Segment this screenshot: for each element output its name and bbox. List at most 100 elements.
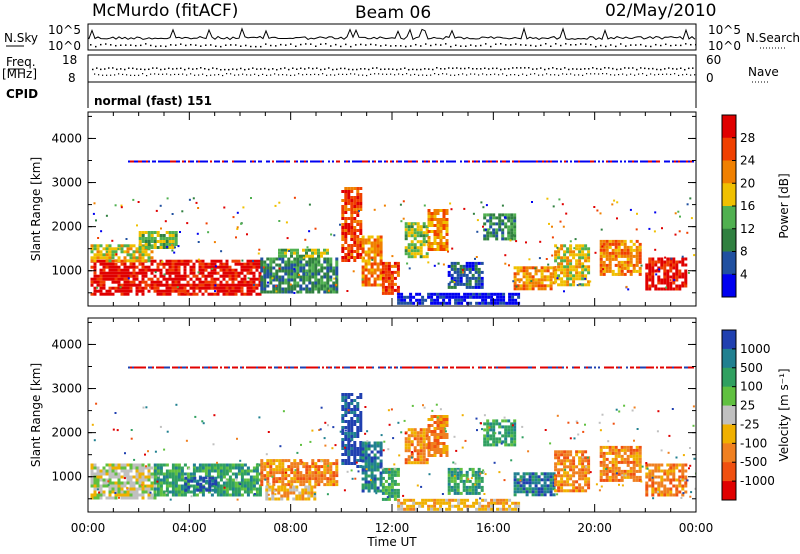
nave-dot bbox=[342, 73, 344, 75]
echo-cell bbox=[481, 292, 485, 296]
echo-cell bbox=[111, 253, 115, 257]
freq-dot bbox=[564, 67, 566, 69]
echo-cell bbox=[563, 244, 567, 248]
echo-cell bbox=[350, 190, 354, 193]
echo-cell bbox=[367, 483, 371, 487]
echo-cell bbox=[260, 260, 264, 264]
echo-cell bbox=[390, 264, 394, 268]
echo-cell bbox=[381, 485, 385, 489]
echo-cell bbox=[599, 469, 603, 473]
echo-cell bbox=[189, 259, 193, 263]
noise-cell bbox=[314, 227, 317, 230]
nsearch-dot bbox=[555, 43, 557, 45]
echo-cell bbox=[483, 216, 487, 220]
echo-cell bbox=[471, 467, 475, 471]
echo-cell bbox=[359, 241, 363, 244]
echo-cell bbox=[299, 474, 303, 478]
range-line-cell bbox=[316, 160, 318, 163]
range-line-cell bbox=[302, 160, 304, 163]
echo-cell bbox=[286, 497, 290, 501]
echo-cell bbox=[540, 278, 544, 282]
freq-dot bbox=[424, 68, 426, 70]
echo-cell bbox=[608, 254, 612, 258]
count-tick-bottom-left: 10^0 bbox=[48, 39, 81, 53]
nsearch-dot bbox=[185, 44, 187, 47]
echo-cell bbox=[456, 261, 460, 265]
echo-cell bbox=[162, 472, 166, 476]
noise-cell bbox=[463, 207, 466, 210]
echo-cell bbox=[581, 462, 585, 466]
echo-cell bbox=[174, 481, 178, 485]
echo-cell bbox=[356, 211, 360, 214]
echo-cell bbox=[323, 465, 327, 469]
echo-cell bbox=[581, 477, 585, 481]
echo-cell bbox=[275, 477, 279, 481]
echo-cell bbox=[356, 465, 360, 468]
echo-cell bbox=[457, 295, 461, 299]
echo-cell bbox=[287, 260, 291, 264]
echo-cell bbox=[554, 465, 558, 469]
echo-cell bbox=[364, 262, 368, 266]
echo-cell bbox=[602, 269, 606, 273]
echo-cell bbox=[468, 264, 472, 268]
echo-cell bbox=[471, 473, 475, 477]
echo-cell bbox=[629, 260, 633, 264]
freq-tick-bottom: 8 bbox=[68, 71, 76, 85]
echo-cell bbox=[367, 250, 371, 254]
echo-cell bbox=[96, 247, 100, 251]
echo-cell bbox=[275, 257, 279, 261]
noise-cell bbox=[450, 208, 453, 211]
echo-cell bbox=[599, 463, 603, 467]
echo-cell bbox=[645, 281, 649, 285]
nave-dot bbox=[262, 73, 264, 75]
echo-cell bbox=[543, 472, 547, 476]
noise-cell bbox=[127, 277, 130, 280]
echo-cell bbox=[114, 487, 118, 491]
echo-cell bbox=[344, 402, 348, 405]
echo-cell bbox=[430, 445, 434, 448]
echo-cell bbox=[93, 256, 97, 260]
echo-cell bbox=[213, 268, 217, 272]
echo-cell bbox=[153, 490, 157, 494]
echo-cell bbox=[430, 418, 434, 421]
echo-cell bbox=[387, 291, 391, 295]
echo-cell bbox=[177, 286, 181, 290]
echo-cell bbox=[614, 475, 618, 479]
echo-cell bbox=[237, 286, 241, 290]
echo-cell bbox=[373, 238, 377, 242]
echo-cell bbox=[361, 265, 365, 269]
echo-cell bbox=[296, 260, 300, 264]
echo-cell bbox=[272, 278, 276, 282]
echo-cell bbox=[210, 286, 214, 290]
echo-cell bbox=[425, 431, 429, 435]
echo-cell bbox=[281, 468, 285, 472]
echo-cell bbox=[422, 461, 426, 465]
echo-cell bbox=[513, 216, 517, 220]
echo-cell bbox=[672, 281, 676, 285]
echo-cell bbox=[93, 280, 97, 284]
echo-cell bbox=[301, 497, 305, 501]
echo-cell bbox=[341, 211, 345, 214]
echo-cell bbox=[397, 295, 401, 299]
echo-cell bbox=[445, 421, 449, 424]
echo-cell bbox=[393, 473, 397, 477]
echo-cell bbox=[222, 469, 226, 473]
echo-cell bbox=[292, 488, 296, 492]
freq-dot bbox=[232, 68, 234, 70]
echo-cell bbox=[517, 295, 521, 299]
echo-cell bbox=[341, 414, 345, 417]
echo-cell bbox=[187, 485, 191, 489]
echo-cell bbox=[249, 283, 253, 287]
range-line-cell bbox=[344, 160, 346, 163]
echo-cell bbox=[156, 240, 160, 243]
echo-cell bbox=[93, 490, 97, 494]
range-line-cell bbox=[540, 160, 542, 163]
echo-cell bbox=[129, 463, 133, 467]
nave-dot bbox=[110, 74, 112, 76]
echo-cell bbox=[620, 263, 624, 267]
echo-cell bbox=[234, 271, 238, 275]
echo-cell bbox=[147, 493, 151, 497]
echo-cell bbox=[537, 490, 541, 494]
echo-cell bbox=[174, 490, 178, 494]
noise-cell bbox=[569, 240, 572, 243]
